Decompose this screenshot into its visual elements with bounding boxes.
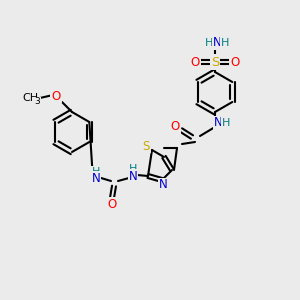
Text: N: N xyxy=(159,178,167,191)
Text: CH: CH xyxy=(22,93,38,103)
Text: H: H xyxy=(92,167,100,177)
Text: N: N xyxy=(213,37,221,50)
Text: N: N xyxy=(129,169,137,182)
Text: N: N xyxy=(92,172,100,184)
Text: O: O xyxy=(107,197,117,211)
Text: O: O xyxy=(170,121,180,134)
Text: O: O xyxy=(190,56,200,68)
Text: H: H xyxy=(205,38,213,48)
Text: O: O xyxy=(230,56,240,68)
Text: S: S xyxy=(142,140,150,152)
Text: 3: 3 xyxy=(34,98,40,106)
Text: S: S xyxy=(211,56,219,68)
Text: N: N xyxy=(214,116,222,130)
Text: O: O xyxy=(51,89,61,103)
Text: H: H xyxy=(222,118,230,128)
Text: H: H xyxy=(129,164,137,174)
Text: H: H xyxy=(221,38,229,48)
